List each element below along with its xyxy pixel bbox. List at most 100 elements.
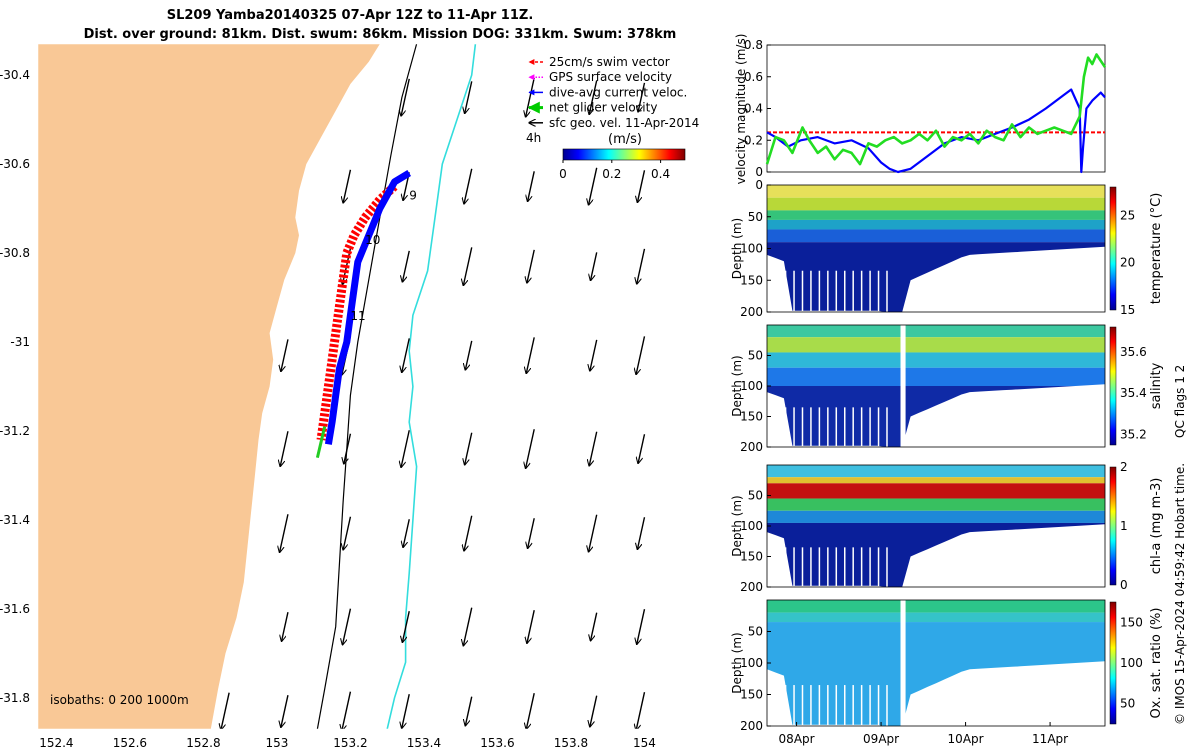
section-colorbar-tick-label: 35.6 — [1120, 345, 1147, 359]
section-ylabel: Depth (m) — [730, 632, 744, 693]
current-vector — [590, 695, 598, 727]
current-vector — [464, 515, 473, 551]
current-vector — [637, 609, 646, 644]
map-y-tick-label: -31.4 — [0, 513, 30, 527]
day-label-11: 11 — [350, 309, 365, 323]
section-layer — [767, 352, 1105, 368]
current-vector — [402, 338, 410, 372]
section-no-data-area — [767, 246, 1105, 312]
current-vector — [402, 694, 410, 728]
velocity-ylabel: velocity magnitude (m/s) — [734, 34, 748, 185]
section-panel-1: 0 50 100 150 200 Depth (m) 15 20 25 temperature (… — [730, 178, 1164, 319]
section-tick-label: 150 — [740, 273, 763, 287]
section-tick-label: 50 — [748, 625, 763, 639]
map-y-tick-label: -30.4 — [0, 68, 30, 82]
map-x-tick-label: 153.6 — [480, 736, 514, 750]
section-no-data-area — [767, 384, 1105, 447]
velocity-y-ticks: 0 0.2 0.4 0.6 0.8 — [744, 38, 771, 179]
section-layer — [767, 612, 1105, 623]
section-no-data-area — [767, 524, 1105, 587]
qc-flags-label: QC flags 1 2 — [1173, 365, 1187, 438]
section-tick-label: 50 — [748, 210, 763, 224]
velocity-panel: 0 0.2 0.4 0.6 0.8 velocity magnitude (m/s) — [734, 34, 1107, 185]
section-colorbar — [1109, 326, 1117, 446]
current-vector — [526, 77, 535, 117]
map-title-line-2: Dist. over ground: 81km. Dist. swum: 86k… — [84, 27, 677, 42]
map-y-tick-label: -31 — [10, 335, 30, 349]
section-colorbar-tick-label: 35.2 — [1120, 428, 1147, 442]
legend-label: GPS surface velocity — [549, 70, 672, 84]
section-data-gap — [900, 600, 906, 726]
section-x-tick-label: 08Apr — [779, 732, 815, 746]
colorbar-tick-label: 0.4 — [651, 167, 670, 181]
section-layer — [767, 477, 1105, 484]
section-tick-label: 200 — [740, 580, 763, 594]
map-x-ticks: 152.4 152.6 152.8 153 153.2 153.4 153.6 153.8 15… — [39, 736, 656, 750]
map-y-tick-label: -30.8 — [0, 246, 30, 260]
isobath-1000m — [386, 44, 477, 729]
section-ylabel: Depth (m) — [730, 495, 744, 556]
current-vector — [638, 434, 646, 463]
current-vector — [590, 339, 598, 371]
section-panel-4: 50 100 150 200 Depth (m) 50 100 150 Ox. sat. rat… — [730, 599, 1164, 746]
current-vector — [528, 518, 535, 548]
map-x-tick-label: 152.4 — [39, 736, 73, 750]
current-vector — [465, 81, 473, 113]
section-ylabel: Depth (m) — [730, 218, 744, 279]
velocity-tick-label: 0.8 — [744, 38, 763, 52]
current-vector — [636, 692, 646, 729]
legend-label: net glider velocity — [549, 101, 657, 115]
section-tick-label: 200 — [740, 719, 763, 733]
current-vector — [591, 252, 598, 280]
current-vector — [463, 607, 473, 646]
map-y-tick-label: -31.8 — [0, 691, 30, 705]
velocity-tick-label: 0.4 — [744, 102, 763, 116]
current-vector — [465, 432, 473, 465]
current-vector — [282, 612, 289, 641]
map-y-tick-label: -31.2 — [0, 424, 30, 438]
current-vector — [463, 247, 473, 285]
current-vector — [465, 696, 473, 726]
current-vector — [280, 431, 289, 466]
section-layer — [767, 325, 1105, 338]
map-x-tick-label: 152.6 — [113, 736, 147, 750]
section-colorbar — [1109, 186, 1117, 311]
speed-colorbar-ticks: 0 0.2 0.4 — [559, 160, 670, 181]
legend-label: sfc geo. vel. 11-Apr-2014 — [549, 116, 699, 130]
section-tick-label: 200 — [740, 440, 763, 454]
section-tick-label: 150 — [740, 410, 763, 424]
section-colorbar-tick-label: 35.4 — [1120, 386, 1147, 400]
current-vector — [465, 340, 473, 370]
velocity-tick-label: 0.2 — [744, 133, 763, 147]
map-x-tick-label: 153.4 — [407, 736, 441, 750]
current-vector — [636, 336, 646, 374]
current-vector — [526, 693, 535, 729]
section-x-tick-label: 09Apr — [863, 732, 899, 746]
velocity-series-0 — [766, 88, 1106, 174]
current-vector — [343, 516, 352, 550]
legend-label: 25cm/s swim vector — [549, 55, 670, 69]
speed-colorbar-bar — [562, 148, 686, 161]
section-colorbar-tick-label: 50 — [1120, 697, 1135, 711]
section-tick-label: 50 — [748, 489, 763, 503]
section-colorbar — [1109, 601, 1117, 725]
map-y-ticks: -30.4 -30.6 -30.8 -31 -31.2 -31.4 -31.6 -31.8 — [0, 68, 30, 705]
section-colorbar-label: chl-a (mg m-3) — [1149, 478, 1164, 575]
current-vector — [402, 250, 410, 282]
section-tick-label: 200 — [740, 305, 763, 319]
current-vector — [221, 692, 230, 729]
land-area — [38, 44, 380, 729]
current-vector — [464, 168, 473, 204]
section-tick-label: 0 — [755, 178, 763, 192]
section-colorbar-tick-label: 1 — [1120, 519, 1128, 533]
map-x-tick-label: 153 — [265, 736, 288, 750]
section-panel-3: 50 100 150 200 Depth (m) 0 1 2 chl-a (mg m-3) — [730, 460, 1164, 594]
section-tick-label: 150 — [740, 550, 763, 564]
velocity-series-1 — [765, 53, 1107, 166]
section-layer — [767, 465, 1105, 478]
speed-colorbar-title: (m/s) — [608, 132, 642, 147]
scale-label: 4h — [526, 131, 541, 145]
current-vector — [637, 517, 646, 549]
